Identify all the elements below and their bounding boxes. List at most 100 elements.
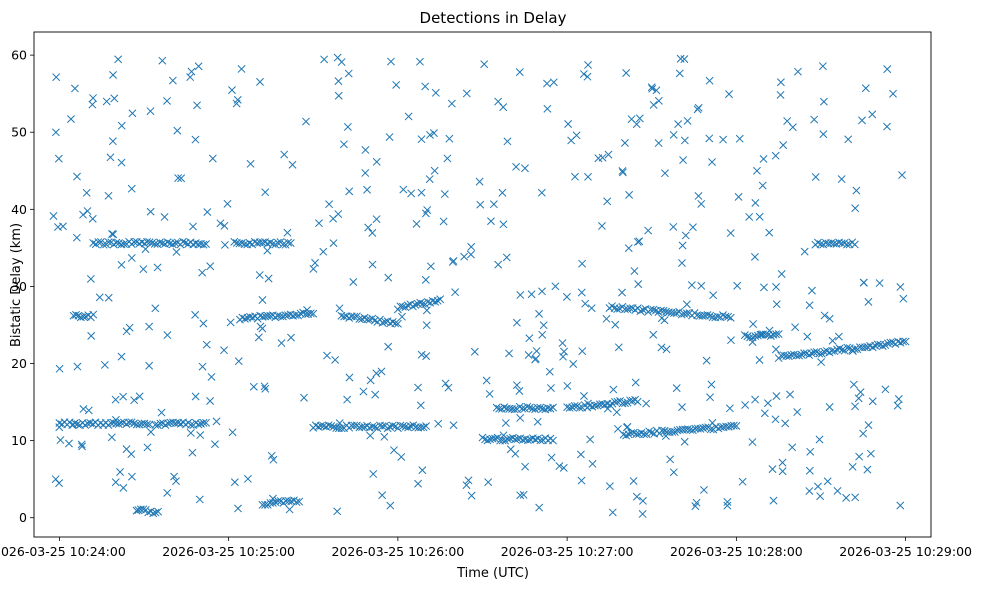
data-point — [605, 482, 614, 491]
data-point — [127, 253, 136, 262]
data-point — [67, 115, 75, 124]
data-point — [660, 426, 669, 435]
data-point — [329, 214, 338, 223]
data-point — [638, 496, 647, 505]
plot-frame — [33, 31, 932, 538]
data-point — [662, 307, 671, 316]
data-point — [503, 435, 512, 444]
data-point — [521, 164, 529, 173]
data-point — [234, 504, 242, 513]
data-point — [73, 362, 82, 371]
data-point — [642, 399, 651, 408]
data-point — [621, 399, 630, 408]
data-point — [422, 306, 431, 315]
data-point — [255, 271, 264, 280]
data-point — [813, 482, 822, 491]
data-point — [249, 382, 258, 391]
data-point — [418, 466, 427, 475]
chart-title: Detections in Delay — [420, 9, 567, 27]
data-point — [223, 199, 232, 208]
data-point — [391, 319, 400, 328]
data-point — [109, 230, 118, 239]
data-point — [416, 401, 425, 410]
data-point — [86, 274, 95, 283]
data-point — [345, 313, 354, 322]
data-point — [380, 432, 389, 441]
data-point — [805, 301, 814, 310]
data-point — [476, 200, 485, 209]
data-point — [577, 476, 586, 485]
data-point — [144, 508, 153, 517]
data-point — [793, 67, 802, 76]
data-point — [360, 313, 369, 322]
data-point — [819, 130, 828, 139]
data-point — [220, 221, 229, 230]
data-point — [104, 191, 113, 200]
data-point — [411, 300, 420, 309]
data-point — [199, 418, 208, 427]
data-point — [672, 309, 681, 318]
data-point — [669, 130, 678, 139]
data-point — [560, 347, 568, 356]
data-point — [337, 424, 346, 433]
data-point — [537, 188, 546, 197]
data-point — [198, 362, 207, 371]
data-point — [325, 200, 334, 209]
data-point — [543, 79, 551, 88]
data-point — [774, 330, 783, 339]
data-point — [392, 80, 401, 89]
data-point — [753, 331, 762, 340]
data-point — [516, 291, 525, 299]
data-point — [369, 469, 378, 478]
data-point — [648, 84, 657, 93]
data-point — [278, 312, 287, 321]
data-point — [676, 54, 685, 63]
data-point — [568, 403, 577, 412]
data-point — [688, 223, 697, 232]
x-axis: 2026-03-25 10:24:00 2026-03-25 10:25:00 20… — [0, 537, 972, 559]
data-point — [848, 462, 857, 471]
data-point — [680, 55, 689, 64]
data-point — [547, 453, 556, 462]
data-point — [551, 282, 560, 291]
data-point — [513, 434, 522, 443]
data-point — [814, 238, 822, 247]
data-point — [639, 305, 647, 314]
data-point — [277, 339, 286, 348]
data-point — [195, 495, 204, 504]
data-point — [531, 405, 540, 414]
data-point — [647, 83, 656, 92]
data-point — [79, 405, 88, 413]
data-point — [202, 240, 211, 248]
data-point — [119, 392, 128, 401]
data-point — [750, 252, 759, 261]
data-point — [191, 135, 200, 144]
data-point — [228, 428, 237, 437]
data-point — [439, 217, 448, 226]
data-point — [633, 237, 642, 246]
data-point — [368, 260, 377, 269]
data-point — [366, 376, 375, 385]
data-point — [549, 436, 557, 445]
data-point — [285, 505, 294, 514]
data-point — [669, 222, 678, 231]
data-point — [49, 212, 58, 220]
data-point — [732, 422, 741, 430]
data-point — [59, 222, 67, 231]
data-point — [116, 468, 125, 476]
data-point — [127, 450, 136, 459]
data-point — [714, 424, 723, 433]
x-tick-label: 2026-03-25 10:27:00 — [501, 544, 634, 559]
data-point — [117, 158, 126, 167]
data-point — [335, 304, 344, 313]
data-point — [657, 343, 666, 352]
data-point — [864, 421, 873, 430]
data-point — [462, 481, 471, 490]
data-point — [480, 60, 489, 69]
data-point — [70, 419, 79, 428]
data-point — [130, 419, 139, 428]
data-point — [677, 310, 686, 319]
data-point — [681, 231, 690, 240]
data-point — [340, 312, 348, 321]
